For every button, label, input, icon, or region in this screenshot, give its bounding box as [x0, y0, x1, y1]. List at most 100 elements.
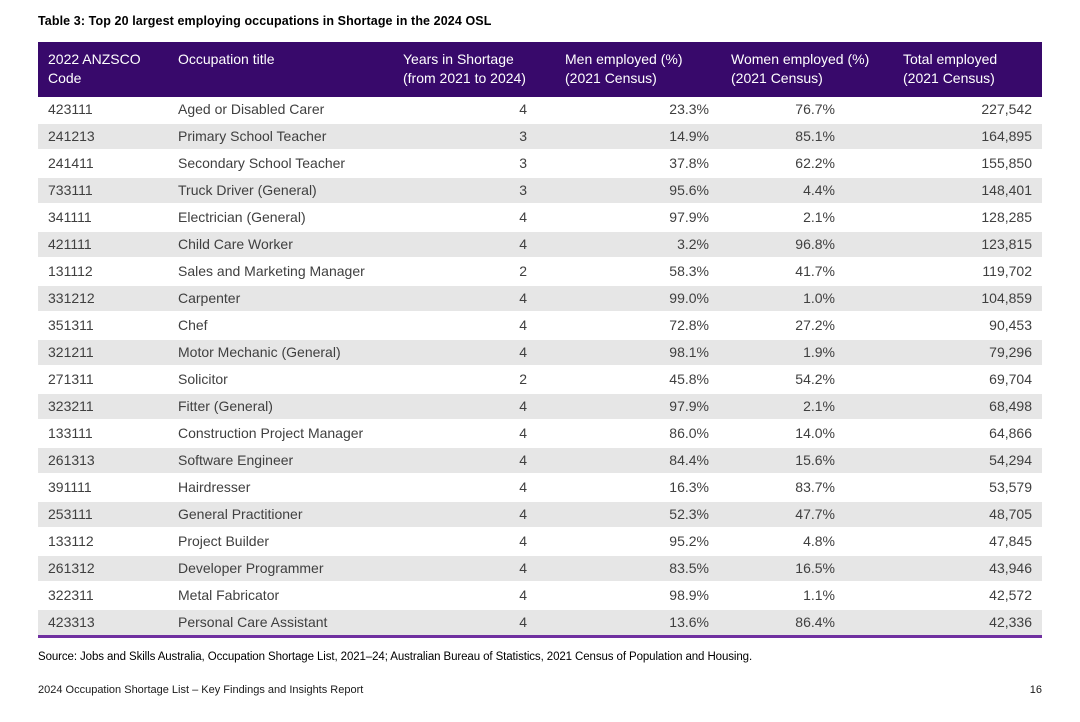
cell-years-in-shortage: 4	[393, 312, 555, 340]
cell-men-employed-pct: 3.2%	[555, 231, 721, 259]
cell-men-employed-pct: 83.5%	[555, 555, 721, 583]
cell-occupation-title: Sales and Marketing Manager	[168, 258, 393, 286]
cell-anzsco-code: 323211	[38, 393, 168, 421]
cell-anzsco-code: 341111	[38, 204, 168, 232]
col-header-women-employed-pct: Women employed (%) (2021 Census)	[721, 42, 893, 97]
cell-total-employed: 155,850	[893, 150, 1042, 178]
cell-men-employed-pct: 97.9%	[555, 204, 721, 232]
cell-women-employed-pct: 4.4%	[721, 177, 893, 205]
table-row: 253111 General Practitioner 4 52.3% 47.7% 48,…	[38, 501, 1042, 529]
cell-women-employed-pct: 16.5%	[721, 555, 893, 583]
cell-total-employed: 90,453	[893, 312, 1042, 340]
page-footer: 2024 Occupation Shortage List – Key Find…	[38, 684, 1042, 696]
cell-women-employed-pct: 96.8%	[721, 231, 893, 259]
cell-anzsco-code: 133112	[38, 528, 168, 556]
table-row: 421111 Child Care Worker 4 3.2% 96.8% 123,815	[38, 231, 1042, 259]
table-body: 423111 Aged or Disabled Carer 4 23.3% 76.7% 2…	[38, 97, 1042, 638]
cell-women-employed-pct: 76.7%	[721, 97, 893, 124]
cell-occupation-title: Developer Programmer	[168, 555, 393, 583]
cell-years-in-shortage: 4	[393, 231, 555, 259]
cell-men-employed-pct: 97.9%	[555, 393, 721, 421]
header-row: 2022 ANZSCO Code Occupation title Years …	[38, 42, 1042, 97]
cell-total-employed: 48,705	[893, 501, 1042, 529]
cell-women-employed-pct: 1.1%	[721, 582, 893, 610]
cell-total-employed: 69,704	[893, 366, 1042, 394]
cell-women-employed-pct: 1.0%	[721, 285, 893, 313]
cell-men-employed-pct: 98.1%	[555, 339, 721, 367]
cell-women-employed-pct: 83.7%	[721, 474, 893, 502]
cell-men-employed-pct: 95.2%	[555, 528, 721, 556]
cell-years-in-shortage: 4	[393, 204, 555, 232]
cell-total-employed: 227,542	[893, 97, 1042, 124]
cell-years-in-shortage: 4	[393, 609, 555, 638]
cell-total-employed: 64,866	[893, 420, 1042, 448]
cell-occupation-title: General Practitioner	[168, 501, 393, 529]
cell-men-employed-pct: 37.8%	[555, 150, 721, 178]
cell-men-employed-pct: 52.3%	[555, 501, 721, 529]
cell-total-employed: 79,296	[893, 339, 1042, 367]
cell-years-in-shortage: 4	[393, 285, 555, 313]
occupations-table: 2022 ANZSCO Code Occupation title Years …	[38, 42, 1042, 638]
cell-total-employed: 42,336	[893, 609, 1042, 638]
table-row: 261312 Developer Programmer 4 83.5% 16.5% 43,…	[38, 555, 1042, 583]
cell-anzsco-code: 423313	[38, 609, 168, 638]
cell-years-in-shortage: 3	[393, 150, 555, 178]
table-row: 423111 Aged or Disabled Carer 4 23.3% 76.7% 2…	[38, 97, 1042, 124]
cell-women-employed-pct: 62.2%	[721, 150, 893, 178]
cell-years-in-shortage: 4	[393, 339, 555, 367]
cell-total-employed: 119,702	[893, 258, 1042, 286]
cell-anzsco-code: 331212	[38, 285, 168, 313]
table-row: 322311 Metal Fabricator 4 98.9% 1.1% 42,572	[38, 582, 1042, 610]
cell-women-employed-pct: 47.7%	[721, 501, 893, 529]
cell-anzsco-code: 321211	[38, 339, 168, 367]
cell-men-employed-pct: 58.3%	[555, 258, 721, 286]
cell-years-in-shortage: 4	[393, 420, 555, 448]
cell-years-in-shortage: 4	[393, 447, 555, 475]
col-header-occupation-title: Occupation title	[168, 42, 393, 97]
cell-women-employed-pct: 86.4%	[721, 609, 893, 638]
cell-years-in-shortage: 4	[393, 501, 555, 529]
cell-occupation-title: Carpenter	[168, 285, 393, 313]
cell-years-in-shortage: 4	[393, 555, 555, 583]
cell-total-employed: 128,285	[893, 204, 1042, 232]
cell-women-employed-pct: 41.7%	[721, 258, 893, 286]
table-row: 133112 Project Builder 4 95.2% 4.8% 47,845	[38, 528, 1042, 556]
cell-total-employed: 123,815	[893, 231, 1042, 259]
cell-occupation-title: Personal Care Assistant	[168, 609, 393, 638]
cell-men-employed-pct: 14.9%	[555, 123, 721, 151]
cell-anzsco-code: 423111	[38, 97, 168, 124]
col-header-years-in-shortage: Years in Shortage (from 2021 to 2024)	[393, 42, 555, 97]
col-header-anzsco-code: 2022 ANZSCO Code	[38, 42, 168, 97]
cell-years-in-shortage: 4	[393, 393, 555, 421]
cell-men-employed-pct: 86.0%	[555, 420, 721, 448]
cell-occupation-title: Secondary School Teacher	[168, 150, 393, 178]
cell-anzsco-code: 253111	[38, 501, 168, 529]
cell-women-employed-pct: 1.9%	[721, 339, 893, 367]
cell-men-employed-pct: 99.0%	[555, 285, 721, 313]
cell-years-in-shortage: 4	[393, 582, 555, 610]
table-row: 423313 Personal Care Assistant 4 13.6% 86.4%…	[38, 609, 1042, 638]
table-row: 331212 Carpenter 4 99.0% 1.0% 104,859	[38, 285, 1042, 313]
cell-occupation-title: Solicitor	[168, 366, 393, 394]
cell-years-in-shortage: 4	[393, 474, 555, 502]
cell-men-employed-pct: 84.4%	[555, 447, 721, 475]
cell-total-employed: 54,294	[893, 447, 1042, 475]
cell-anzsco-code: 261312	[38, 555, 168, 583]
cell-years-in-shortage: 4	[393, 528, 555, 556]
table-row: 391111 Hairdresser 4 16.3% 83.7% 53,579	[38, 474, 1042, 502]
table-row: 351311 Chef 4 72.8% 27.2% 90,453	[38, 312, 1042, 340]
cell-total-employed: 148,401	[893, 177, 1042, 205]
cell-men-employed-pct: 23.3%	[555, 97, 721, 124]
cell-total-employed: 42,572	[893, 582, 1042, 610]
cell-total-employed: 68,498	[893, 393, 1042, 421]
cell-occupation-title: Metal Fabricator	[168, 582, 393, 610]
cell-women-employed-pct: 27.2%	[721, 312, 893, 340]
table-row: 733111 Truck Driver (General) 3 95.6% 4.4% 14…	[38, 177, 1042, 205]
cell-occupation-title: Fitter (General)	[168, 393, 393, 421]
table-row: 341111 Electrician (General) 4 97.9% 2.1% 128…	[38, 204, 1042, 232]
cell-women-employed-pct: 4.8%	[721, 528, 893, 556]
cell-total-employed: 104,859	[893, 285, 1042, 313]
cell-occupation-title: Primary School Teacher	[168, 123, 393, 151]
footer-page-number: 16	[1029, 684, 1042, 696]
